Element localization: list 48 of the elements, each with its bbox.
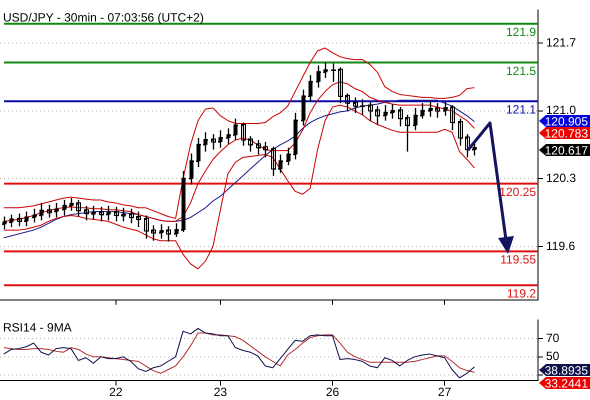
chart-title: USD/JPY - 30min - 07:03:56 (UTC+2) xyxy=(3,10,204,25)
candlestick xyxy=(405,114,410,152)
text: 120.783 xyxy=(544,126,588,140)
ref-line-label: 121.5 xyxy=(506,64,536,78)
candlestick xyxy=(465,134,470,158)
y-tick-label: 121.7 xyxy=(546,35,576,50)
candlestick xyxy=(368,102,373,122)
chart-title: RSI14 - 9MA xyxy=(3,320,72,335)
candlestick xyxy=(241,122,246,146)
candlestick xyxy=(256,139,261,156)
y-tick-label: 119.6 xyxy=(546,238,576,253)
candlestick xyxy=(211,134,216,150)
y-tick-label: 120.3 xyxy=(546,171,576,186)
candlestick xyxy=(248,135,253,152)
candlestick xyxy=(263,141,268,158)
candlestick xyxy=(99,206,104,222)
candlestick xyxy=(435,102,440,118)
candlestick xyxy=(353,96,358,114)
candlestick xyxy=(144,214,149,240)
ref-line-label: 119.2 xyxy=(506,286,536,301)
x-tick-label: 22 xyxy=(109,385,123,400)
candlestick xyxy=(271,146,276,176)
text: 38.8935 xyxy=(544,363,588,378)
candlestick xyxy=(84,205,89,222)
x-tick-label: 23 xyxy=(214,385,228,400)
y-tick-label: 70 xyxy=(546,330,560,345)
candlestick xyxy=(450,104,455,131)
candlestick xyxy=(458,118,463,146)
text: 33.2441 xyxy=(544,376,588,390)
candlestick xyxy=(114,206,119,222)
text: 120.617 xyxy=(544,143,588,158)
candlestick xyxy=(375,105,380,126)
candlestick xyxy=(338,66,343,104)
ref-line-label: 120.25 xyxy=(499,184,536,199)
x-tick-label: 26 xyxy=(326,385,340,400)
candlestick xyxy=(76,199,81,218)
candlestick xyxy=(398,106,403,128)
candlestick xyxy=(129,208,134,224)
x-tick-label: 27 xyxy=(438,385,452,400)
ref-line-label: 121.1 xyxy=(506,102,536,117)
candlestick xyxy=(136,211,141,228)
y-tick-label: 50 xyxy=(546,349,560,364)
ref-line-label: 119.55 xyxy=(500,252,536,267)
candlestick xyxy=(151,224,156,242)
candlestick xyxy=(166,226,171,242)
candlestick xyxy=(17,212,22,227)
ref-line-label: 121.9 xyxy=(506,25,536,40)
candlestick xyxy=(345,92,350,112)
